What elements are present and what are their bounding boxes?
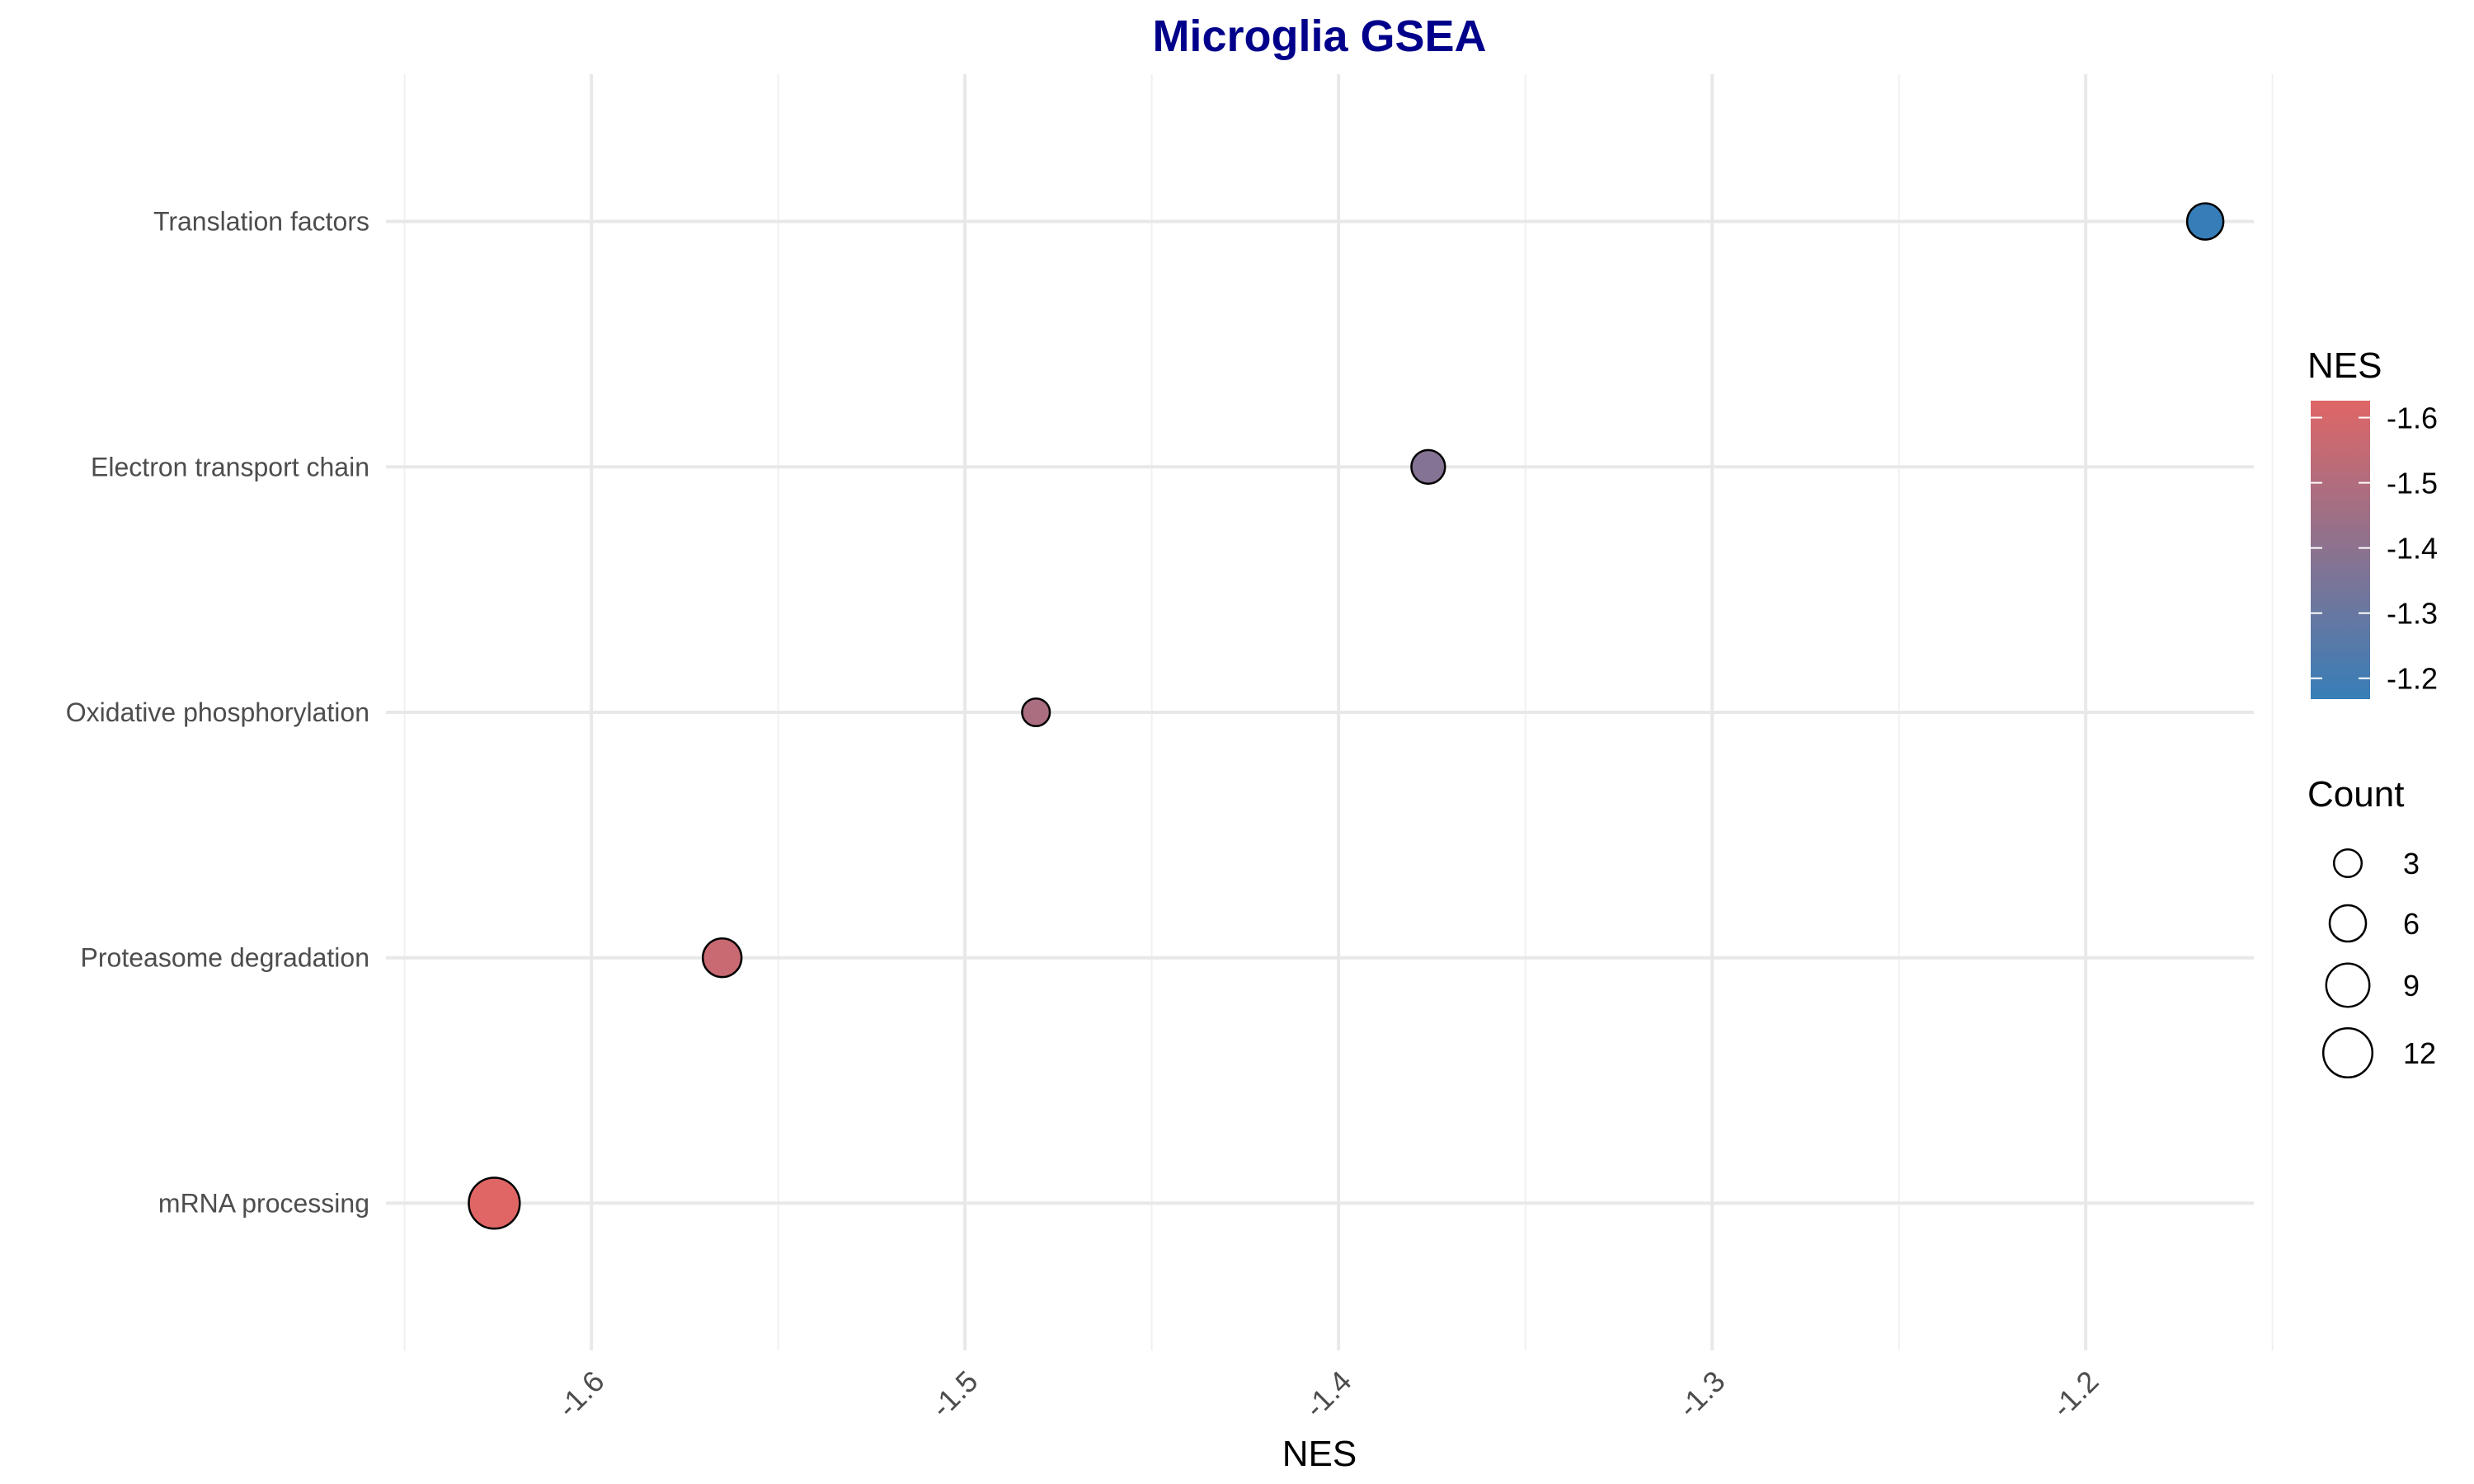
x-tick-label: -1.5 [924, 1364, 985, 1424]
size-key-circle [2328, 904, 2368, 943]
y-tick-label: mRNA processing [158, 1188, 369, 1218]
size-key-circle [2325, 962, 2371, 1008]
y-tick-label: Proteasome degradation [81, 943, 369, 973]
y-tick-label: Electron transport chain [91, 452, 369, 481]
size-key-label: 6 [2403, 907, 2420, 941]
color-legend-ticks: -1.6 -1.5 -1.4 -1.3 -1.2 [2311, 402, 2438, 696]
color-tick-label: -1.6 [2387, 402, 2438, 435]
grid-lines [386, 74, 2274, 1350]
color-tick-label: -1.3 [2387, 597, 2438, 631]
data-point [2185, 202, 2225, 241]
size-legend-title: Count [2307, 774, 2404, 815]
color-bar [2311, 401, 2370, 699]
color-tick-label: -1.2 [2387, 662, 2438, 696]
size-key-circle [2332, 848, 2363, 879]
x-axis-title: NES [1282, 1434, 1357, 1474]
y-tick-labels: mRNA processing Proteasome degradation Oxi… [66, 207, 369, 1219]
color-tick-label: -1.4 [2387, 532, 2438, 566]
x-tick-labels: -1.6 -1.5 -1.4 -1.3 -1.2 [551, 1364, 2105, 1424]
size-key-circle [2321, 1026, 2374, 1079]
data-points [468, 202, 2225, 1230]
color-tick-label: -1.5 [2387, 467, 2438, 500]
size-legend-keys: 3 6 9 12 [2321, 847, 2436, 1079]
y-tick-label: Translation factors [153, 207, 369, 237]
size-key-label: 9 [2403, 969, 2420, 1003]
size-key-label: 3 [2403, 847, 2420, 881]
x-tick-label: -1.2 [2045, 1364, 2105, 1424]
x-tick-label: -1.6 [551, 1364, 611, 1424]
data-point [1410, 448, 1446, 485]
x-tick-label: -1.4 [1298, 1364, 1358, 1424]
y-tick-label: Oxidative phosphorylation [66, 697, 369, 727]
size-legend: Count 3 6 9 12 [2307, 774, 2436, 1079]
color-legend-title: NES [2307, 345, 2382, 386]
color-legend: NES -1.6 -1.5 -1.4 -1.3 -1.2 [2307, 345, 2438, 699]
data-point [468, 1176, 521, 1230]
chart-title: Microglia GSEA [1152, 12, 1486, 61]
data-point [1021, 697, 1051, 728]
size-key-label: 12 [2403, 1036, 2436, 1070]
data-point [701, 937, 743, 979]
x-tick-label: -1.3 [1672, 1364, 1732, 1424]
